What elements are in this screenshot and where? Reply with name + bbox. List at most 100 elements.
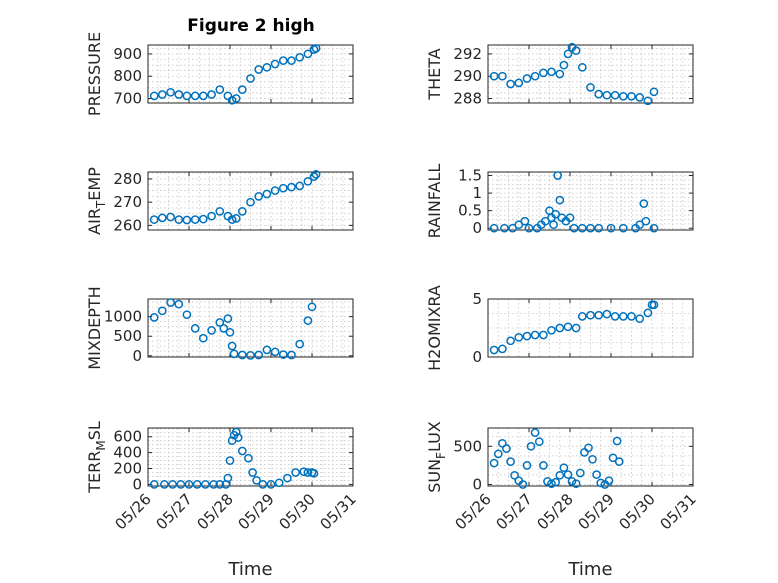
data-point — [303, 468, 313, 477]
y-tick-label: 0 — [472, 348, 482, 366]
y-tick-label: 260 — [113, 216, 142, 234]
data-point — [555, 470, 565, 480]
data-point — [635, 314, 645, 324]
data-point — [555, 69, 565, 79]
data-point — [596, 478, 606, 488]
data-point — [577, 312, 587, 321]
data-point — [518, 480, 528, 489]
data-point — [149, 313, 159, 322]
data-point — [254, 65, 264, 74]
x-tick-label: 05/30 — [276, 490, 319, 533]
data-point — [168, 480, 177, 489]
data-point — [231, 427, 241, 437]
data-point — [254, 350, 264, 360]
y-tick-label: 200 — [113, 460, 142, 478]
y-tick-label: 1.5 — [458, 167, 482, 185]
data-point — [514, 78, 524, 88]
data-point — [506, 79, 515, 89]
data-point — [157, 213, 167, 223]
data-point — [174, 215, 184, 224]
y-tick-label: 1 — [472, 184, 482, 202]
data-point — [643, 308, 653, 318]
data-point — [166, 212, 175, 222]
y-tick-label: 0.5 — [458, 202, 482, 220]
y-tick-label: 290 — [453, 67, 482, 85]
data-point — [522, 331, 532, 341]
data-point — [231, 94, 241, 103]
data-point — [229, 349, 239, 359]
data-point — [610, 312, 620, 321]
data-point — [184, 480, 194, 489]
y-tick-label: 270 — [113, 193, 142, 211]
data-point — [571, 46, 581, 55]
data-point — [190, 324, 200, 333]
data-point — [237, 207, 247, 216]
data-point — [577, 62, 587, 72]
x-tick-label: 05/27 — [153, 490, 196, 533]
data-point — [190, 91, 200, 101]
subplot-pressure: 700 800 900 PRESSURE — [85, 32, 354, 116]
data-point — [489, 223, 499, 233]
axes-box — [487, 171, 694, 231]
data-point — [608, 453, 618, 463]
y-axis-label: RAINFALL — [425, 164, 444, 239]
data-point — [225, 456, 235, 465]
data-point — [592, 470, 601, 479]
data-point — [244, 453, 253, 463]
axes-box — [147, 44, 354, 104]
data-point — [166, 298, 175, 307]
data-point — [563, 322, 573, 332]
subplot-rainfall: 00.511.5 RAINFALL — [425, 164, 694, 239]
y-axis-label: H2OMIXRA — [425, 285, 444, 371]
data-point — [207, 326, 216, 335]
data-point — [551, 477, 560, 487]
data-point — [584, 443, 593, 453]
y-tick-label: 0 — [132, 347, 142, 365]
data-point — [498, 344, 507, 354]
x-tick-label: 05/31 — [657, 490, 700, 533]
data-point — [571, 479, 581, 489]
data-point — [506, 457, 515, 466]
data-point — [209, 480, 218, 489]
y-tick-label: 288 — [453, 90, 482, 108]
data-point — [223, 473, 233, 483]
data-point — [287, 350, 296, 360]
data-point — [547, 67, 556, 77]
data-point — [270, 186, 280, 195]
data-point — [198, 214, 208, 224]
data-point — [262, 189, 272, 199]
data-point — [606, 223, 616, 233]
data-point — [555, 195, 565, 205]
y-tick-label: 1000 — [104, 308, 142, 326]
x-tick-label: 05/30 — [616, 490, 659, 533]
data-point — [299, 467, 309, 477]
data-point — [563, 470, 573, 479]
data-point — [225, 327, 235, 337]
y-tick-label: 500 — [453, 437, 482, 455]
data-point — [569, 223, 579, 233]
data-point — [233, 433, 243, 442]
data-point — [510, 470, 519, 480]
data-point — [571, 323, 581, 333]
data-point — [602, 309, 612, 319]
data-point — [577, 223, 587, 233]
data-point — [594, 310, 604, 320]
data-point — [522, 74, 532, 83]
figure-title: Figure 2 high — [187, 16, 315, 36]
data-point — [254, 192, 264, 201]
data-point — [602, 90, 612, 100]
data-point — [524, 223, 534, 233]
data-point — [274, 478, 284, 488]
x-tick-label: 05/28 — [194, 490, 237, 533]
data-point — [539, 461, 548, 470]
data-point — [258, 480, 268, 489]
data-point — [649, 87, 659, 97]
data-point — [198, 91, 208, 101]
data-point — [270, 59, 280, 69]
data-point — [227, 95, 237, 105]
data-point — [594, 89, 604, 99]
y-tick-label: 280 — [113, 170, 142, 188]
data-point — [618, 223, 628, 233]
data-point — [283, 473, 292, 483]
